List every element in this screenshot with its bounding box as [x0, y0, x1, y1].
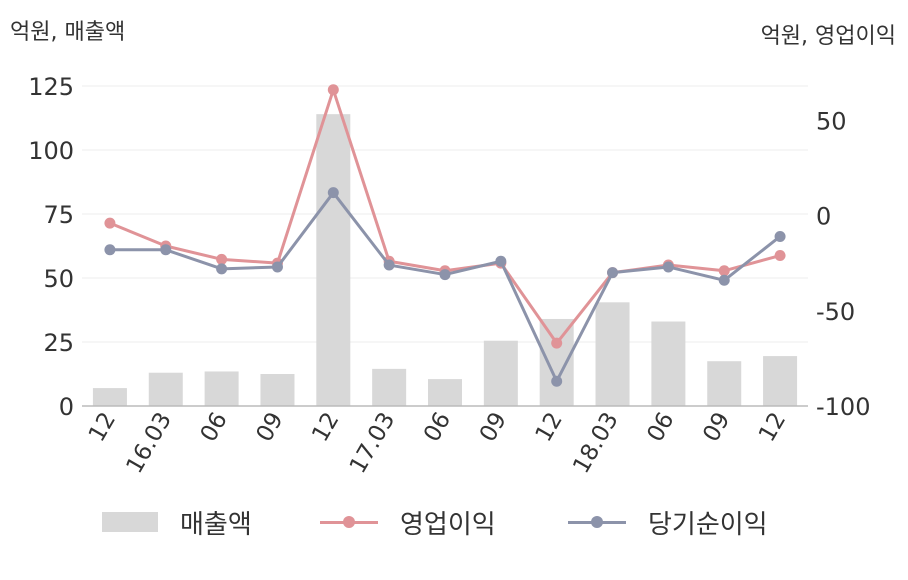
legend-label-net-income: 당기순이익: [648, 509, 768, 540]
bar-revenue: [595, 302, 630, 406]
x-tick-label: 16.03: [122, 408, 177, 478]
x-tick-label: 06: [419, 408, 456, 446]
left-tick-label: 100: [28, 137, 74, 165]
legend-item-operating-profit: 영업이익: [320, 500, 496, 544]
legend-label-revenue: 매출액: [180, 509, 252, 540]
x-tick-label: 06: [642, 408, 679, 446]
point-net-income: [607, 267, 619, 279]
point-net-income: [718, 274, 730, 286]
bar-revenue: [707, 361, 742, 406]
point-net-income: [439, 269, 451, 281]
x-tick-label: 18.03: [568, 408, 623, 478]
point-net-income: [774, 230, 786, 242]
bar-revenue: [763, 356, 798, 406]
point-net-income: [662, 261, 674, 273]
left-tick-label: 75: [43, 201, 74, 229]
point-operating-profit: [327, 84, 339, 96]
legend-swatch-revenue: [102, 512, 158, 532]
x-tick-label: 09: [252, 408, 289, 446]
legend-item-revenue: 매출액: [102, 500, 252, 544]
point-net-income: [104, 244, 116, 256]
bar-revenue: [92, 388, 127, 406]
point-operating-profit: [551, 337, 563, 349]
chart-legend: 매출액 영업이익 당기순이익: [0, 500, 908, 544]
bar-revenue: [483, 340, 518, 406]
x-tick-label: 12: [307, 408, 344, 446]
x-tick-label: 06: [196, 408, 233, 446]
bar-revenue: [539, 318, 574, 406]
bar-revenue: [260, 374, 295, 406]
point-net-income: [327, 187, 339, 199]
point-net-income: [383, 259, 395, 271]
point-net-income: [216, 263, 228, 275]
point-operating-profit: [216, 253, 228, 265]
x-tick-label: 09: [475, 408, 512, 446]
bar-revenue: [148, 372, 183, 406]
left-axis-unit: 억원, 매출액: [10, 20, 126, 45]
x-tick-label: 09: [698, 408, 735, 446]
left-tick-label: 0: [59, 393, 74, 421]
point-net-income: [160, 244, 172, 256]
x-tick-label: 12: [84, 408, 121, 446]
point-operating-profit: [718, 265, 730, 277]
bar-revenue: [428, 379, 462, 406]
left-tick-label: 50: [43, 265, 74, 293]
x-tick-label: 17.03: [345, 408, 400, 478]
bar-revenue: [204, 371, 239, 406]
legend-swatch-net-income: [568, 512, 626, 532]
left-tick-label: 25: [43, 329, 74, 357]
point-operating-profit: [774, 250, 786, 262]
bar-revenue: [372, 368, 407, 406]
right-axis-unit: 억원, 영업이익: [760, 24, 896, 49]
point-operating-profit: [104, 217, 116, 229]
right-tick-label: -100: [816, 393, 870, 421]
x-tick-label: 12: [754, 408, 791, 446]
right-tick-label: 50: [816, 107, 847, 135]
right-tick-label: -50: [816, 298, 855, 326]
point-net-income: [495, 255, 507, 267]
x-tick-label: 12: [531, 408, 568, 446]
line-operating-profit: [109, 88, 781, 345]
legend-swatch-operating-profit: [320, 512, 378, 532]
bar-revenue: [316, 114, 351, 406]
legend-label-operating-profit: 영업이익: [400, 509, 496, 540]
point-net-income: [271, 261, 283, 273]
bar-revenue: [651, 321, 686, 406]
point-net-income: [551, 375, 563, 387]
right-tick-label: 0: [816, 203, 831, 231]
left-tick-label: 125: [28, 73, 74, 101]
legend-item-net-income: 당기순이익: [568, 500, 768, 544]
